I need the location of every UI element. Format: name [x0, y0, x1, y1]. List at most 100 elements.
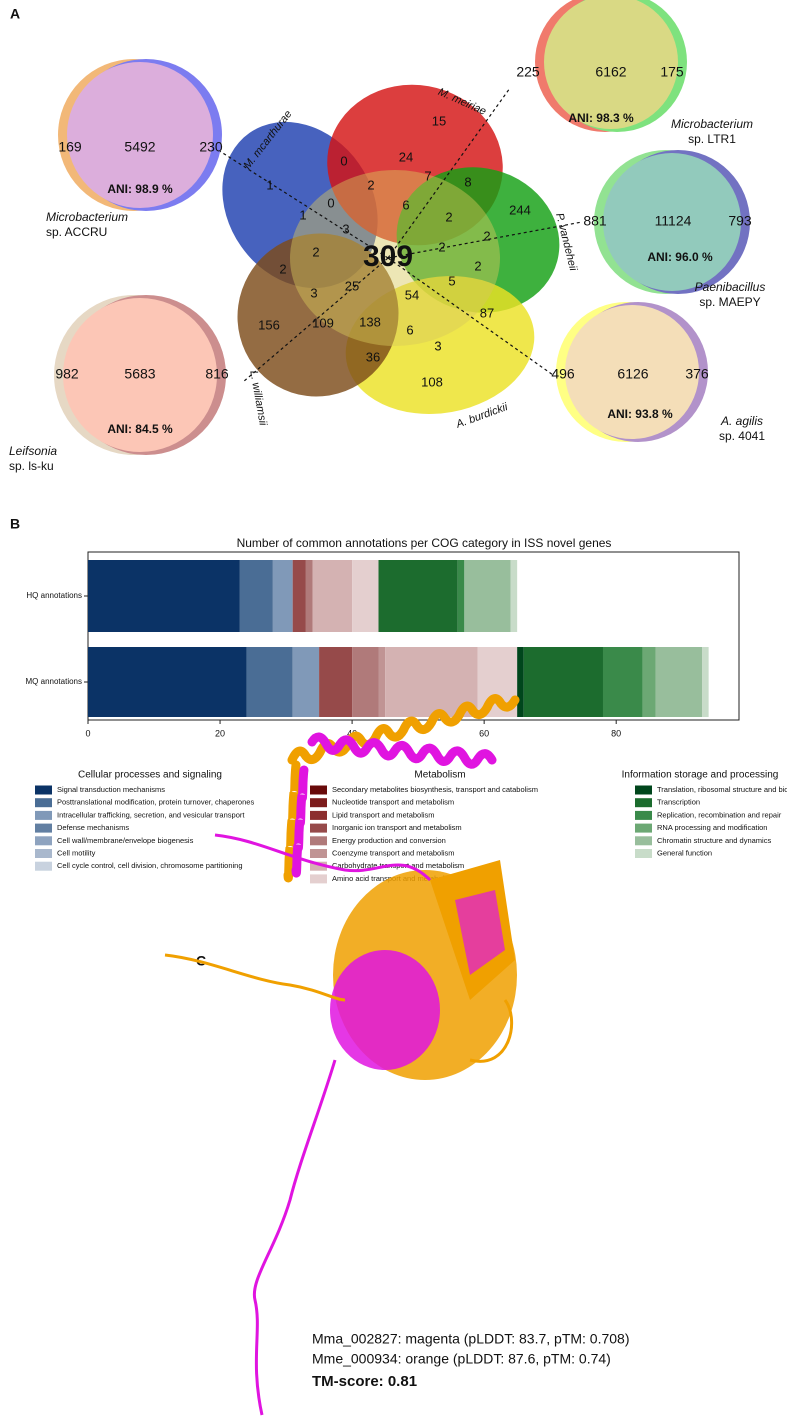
connector [387, 257, 554, 376]
legend-label: Secondary metabolites biosynthesis, tran… [332, 785, 538, 794]
pair-ani: ANI: 84.5 % [107, 422, 173, 436]
connector [242, 257, 389, 383]
caption-line: TM-score: 0.81 [312, 1373, 417, 1390]
pair-count: 982 [55, 366, 79, 382]
legend-swatch [635, 849, 652, 858]
legend-label: Energy production and conversion [332, 836, 446, 845]
species-genus: Microbacterium [671, 117, 753, 131]
venn-count: 87 [480, 305, 494, 320]
bar-segment [702, 647, 709, 717]
legend-label: Coenzyme transport and metabolism [332, 848, 455, 857]
bar-segment [352, 560, 379, 632]
panel-label: A [10, 6, 20, 22]
legend-label: Intracellular trafficking, secretion, an… [57, 810, 245, 819]
species-strain: sp. ls-ku [9, 459, 54, 473]
species-strain: sp. LTR1 [688, 132, 736, 146]
x-tick-label: 0 [85, 728, 90, 738]
y-tick-label: MQ annotations [26, 677, 82, 686]
venn-count: 2 [312, 244, 319, 259]
legend-swatch [35, 849, 52, 858]
pair-count: 6126 [617, 366, 648, 382]
legend-swatch [635, 798, 652, 808]
legend-swatch [310, 798, 327, 808]
venn-count: 156 [258, 317, 280, 332]
caption-line: Mme_000934: orange (pLDDT: 87.6, pTM: 0.… [312, 1351, 611, 1367]
pair-overlap [63, 298, 217, 452]
chart-title: Number of common annotations per COG cat… [237, 536, 612, 550]
pair-overlap [565, 305, 699, 439]
venn-count: 0 [340, 153, 347, 168]
bar-segment [602, 647, 643, 717]
venn-count: 2 [483, 228, 490, 243]
legend-swatch [635, 836, 652, 846]
bar-segment [378, 560, 458, 632]
pair-ani: ANI: 98.3 % [568, 111, 634, 125]
venn-count: 5 [448, 273, 455, 288]
legend-swatch [310, 874, 327, 884]
pair-count: 496 [551, 366, 575, 382]
legend-label: Lipid transport and metabolism [332, 810, 435, 819]
bar-segment [272, 560, 293, 632]
pair-count: 230 [199, 139, 223, 155]
legend-label: Transcription [657, 798, 700, 807]
venn-count: 3 [434, 338, 441, 353]
legend-group-title: Metabolism [414, 770, 465, 781]
legend-swatch [310, 823, 327, 833]
legend-label: General function [657, 848, 712, 857]
legend-swatch [310, 836, 327, 846]
tail [252, 1059, 337, 1416]
sheet [455, 890, 505, 975]
species-strain: sp. ACCRU [46, 225, 107, 239]
bar-segment [510, 560, 518, 632]
bar-segment [312, 560, 353, 632]
legend-swatch [635, 823, 652, 833]
legend-label: Defense mechanisms [57, 823, 129, 832]
legend-swatch [35, 785, 52, 795]
pair-count: 6162 [595, 64, 626, 80]
bar-segment [464, 560, 511, 632]
bar-segment [655, 647, 703, 717]
venn-count: 109 [312, 315, 334, 330]
venn-count: 2 [445, 209, 452, 224]
connector [387, 221, 583, 259]
legend-swatch [35, 798, 52, 808]
legend-label: RNA processing and modification [657, 823, 767, 832]
venn-count: 2 [438, 239, 445, 254]
pair-count: 793 [728, 213, 752, 229]
bar-segment [305, 560, 313, 632]
bar-segment [319, 647, 353, 717]
species-strain: sp. MAEPY [699, 295, 760, 309]
helix [291, 765, 309, 878]
pair-ani: ANI: 96.0 % [647, 250, 713, 264]
legend-swatch [310, 861, 327, 871]
legend-label: Cell cycle control, cell division, chrom… [57, 861, 243, 870]
species-genus: Paenibacillus [695, 280, 766, 294]
x-tick-label: 20 [215, 728, 225, 738]
pair-ani: ANI: 98.9 % [107, 182, 173, 196]
loop [214, 833, 432, 882]
helix [307, 732, 497, 769]
pair-count: 816 [205, 366, 229, 382]
pair-overlap [544, 0, 678, 129]
legend-label: Posttranslational modification, protein … [57, 798, 254, 807]
bar-segment [88, 560, 240, 632]
legend-swatch [635, 785, 652, 795]
x-tick-label: 80 [611, 728, 621, 738]
bar-segment [457, 560, 465, 632]
venn-count: 8 [464, 174, 471, 189]
connector [387, 87, 511, 259]
legend-swatch [35, 823, 52, 833]
legend-label: Nucleotide transport and metabolism [332, 798, 454, 807]
pair-count: 376 [685, 366, 709, 382]
legend-label: Cell motility [57, 848, 96, 857]
species-genus: Leifsonia [9, 444, 57, 458]
legend-swatch [35, 810, 52, 820]
bar-segment [642, 647, 656, 717]
loop [164, 953, 346, 1002]
legend-swatch [35, 861, 52, 871]
pair-overlap [603, 153, 741, 291]
legend-swatch [310, 849, 327, 858]
venn-count: 3 [342, 221, 349, 236]
venn-set [237, 233, 399, 397]
